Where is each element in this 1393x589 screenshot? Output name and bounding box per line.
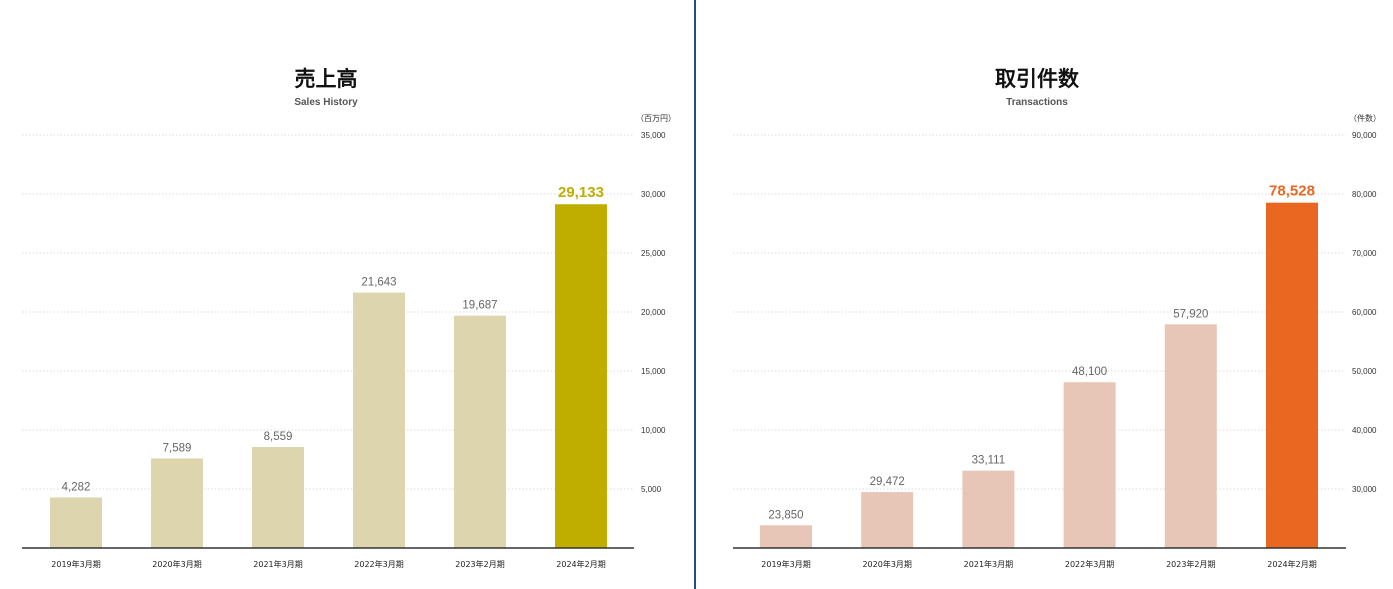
bar <box>252 447 304 548</box>
bar <box>151 458 203 548</box>
y-tick-label: 60,000 <box>1352 308 1377 317</box>
bar <box>1164 324 1217 548</box>
unit-label: （百万円） <box>636 114 676 123</box>
y-tick-label: 5,000 <box>641 485 662 494</box>
x-tick-label: 2020年3月期 <box>152 559 201 569</box>
transactions-chart: 取引件数 Transactions （件数） 30,000 40,000 50,00… <box>733 67 1381 569</box>
bar <box>1063 382 1116 548</box>
x-tick-label: 2022年3月期 <box>1065 559 1114 569</box>
data-label: 33,111 <box>972 455 1005 467</box>
chart-title: 取引件数 <box>995 67 1080 91</box>
y-tick-label: 80,000 <box>1352 190 1377 199</box>
data-label: 29,133 <box>558 184 604 201</box>
unit-label: （件数） <box>1349 113 1381 123</box>
bar <box>353 292 405 548</box>
bar <box>454 315 506 548</box>
y-tick-label: 20,000 <box>641 308 666 317</box>
x-tick-label: 2020年3月期 <box>862 559 911 569</box>
y-tick-label: 10,000 <box>641 426 666 435</box>
y-tick-label: 40,000 <box>1352 426 1377 435</box>
chart-title: 売上高 <box>295 67 358 91</box>
bar <box>962 470 1015 548</box>
y-tick-label: 90,000 <box>1352 131 1377 140</box>
y-tick-label: 15,000 <box>641 367 666 376</box>
x-tick-label: 2024年2月期 <box>1267 559 1316 569</box>
data-label: 23,850 <box>768 509 803 521</box>
bar <box>1266 202 1318 548</box>
bar <box>555 204 607 549</box>
y-tick-label: 25,000 <box>641 249 666 258</box>
data-label: 21,643 <box>361 277 396 289</box>
y-tick-label: 70,000 <box>1352 249 1377 258</box>
y-tick-label: 35,000 <box>641 131 666 140</box>
y-tick-label: 30,000 <box>1352 485 1377 494</box>
data-label: 7,589 <box>163 442 192 454</box>
chart-subtitle: Sales History <box>294 97 358 108</box>
data-label: 78,528 <box>1269 183 1315 200</box>
data-label: 48,100 <box>1072 366 1107 378</box>
y-tick-label: 30,000 <box>641 190 666 199</box>
data-label: 19,687 <box>462 300 497 312</box>
x-tick-label: 2021年3月期 <box>964 559 1013 569</box>
x-tick-label: 2019年3月期 <box>51 559 100 569</box>
x-tick-label: 2023年2月期 <box>455 559 504 569</box>
data-label: 29,472 <box>870 476 905 488</box>
x-tick-label: 2023年2月期 <box>1166 559 1215 569</box>
chart-subtitle: Transactions <box>1006 97 1068 108</box>
x-tick-label: 2022年3月期 <box>354 559 403 569</box>
data-label: 4,282 <box>62 481 91 493</box>
data-label: 57,920 <box>1173 308 1208 320</box>
x-tick-label: 2019年3月期 <box>761 559 810 569</box>
bar <box>50 497 102 548</box>
bar <box>861 492 914 548</box>
bar <box>760 525 812 548</box>
data-label: 8,559 <box>264 431 293 443</box>
x-tick-label: 2021年3月期 <box>253 559 302 569</box>
y-tick-label: 50,000 <box>1352 367 1377 376</box>
x-tick-label: 2024年2月期 <box>556 559 605 569</box>
sales-history-chart: 売上高 Sales History （百万円） 5,000 10,000 15,00… <box>22 67 676 569</box>
